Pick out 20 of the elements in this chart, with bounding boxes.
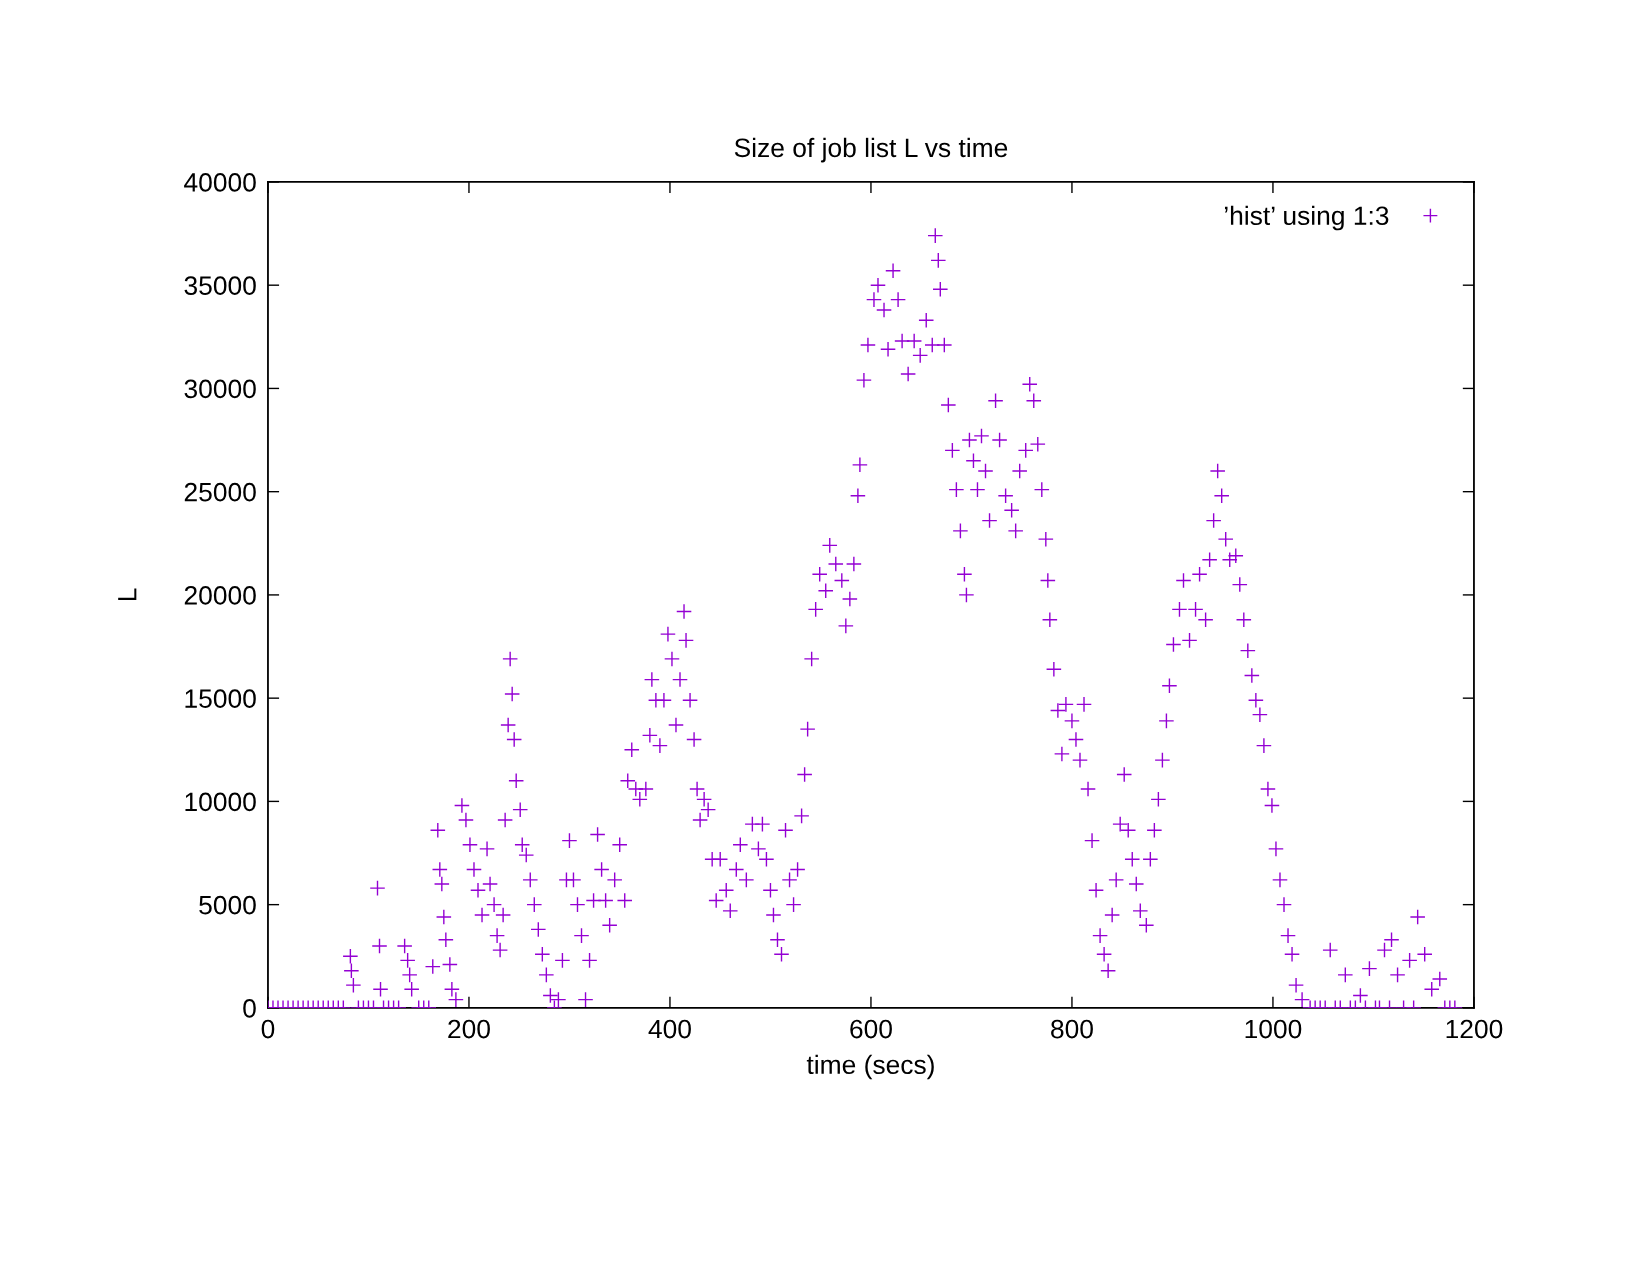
x-tick-label: 800 [1051, 1019, 1093, 1039]
x-tick-label: 0 [261, 1019, 275, 1039]
x-tick-label: 400 [648, 1019, 691, 1039]
chart-title: Size of job list L vs time [734, 137, 1008, 163]
legend-label: ’hist’ using 1:3 [1224, 205, 1389, 231]
y-tick-label: 20000 [184, 586, 256, 605]
y-tick-label: 10000 [185, 792, 256, 812]
x-tick-label: 1000 [1245, 1019, 1302, 1039]
y-tick-label: 40000 [184, 173, 256, 192]
y-tick-label: 25000 [184, 482, 256, 502]
y-tick-label: 5000 [199, 895, 256, 915]
x-tick-label: 1200 [1446, 1019, 1503, 1039]
y-tick-label: 35000 [184, 276, 256, 296]
y-tick-label: 15000 [185, 689, 256, 708]
x-axis-title: time (secs) [806, 1054, 934, 1080]
x-tick-label: 200 [448, 1019, 490, 1039]
y-tick-label: 30000 [184, 379, 256, 399]
x-tick-label: 600 [850, 1019, 892, 1039]
y-axis-title: L [118, 588, 137, 601]
y-tick-label: 0 [243, 999, 256, 1018]
